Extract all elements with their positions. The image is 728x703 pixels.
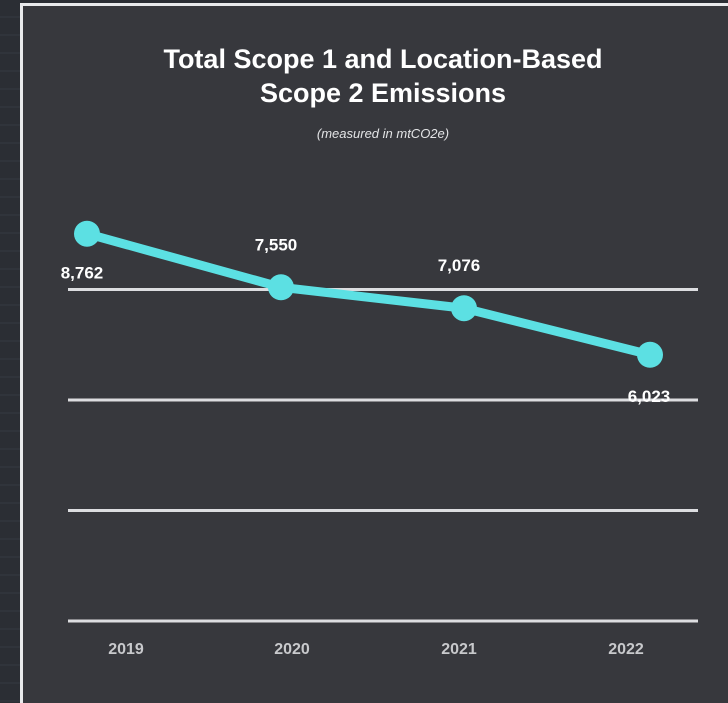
x-tick-2021: 2021 bbox=[441, 641, 477, 658]
data-label-2021: 7,076 bbox=[438, 256, 481, 275]
left-edge-texture bbox=[0, 0, 20, 703]
data-label-2020: 7,550 bbox=[255, 235, 298, 254]
data-point-2021 bbox=[451, 295, 477, 322]
x-tick-2020: 2020 bbox=[274, 641, 310, 658]
x-tick-layer: 2019 2020 2021 2022 bbox=[108, 641, 644, 658]
data-point-2019 bbox=[74, 220, 100, 247]
chart-title-line-1: Total Scope 1 and Location-Based bbox=[163, 44, 602, 74]
data-point-2020 bbox=[268, 274, 294, 301]
data-point-2022 bbox=[637, 341, 663, 368]
data-label-2022: 6,023 bbox=[628, 387, 671, 406]
x-tick-2022: 2022 bbox=[608, 641, 644, 658]
series-point-layer bbox=[74, 220, 663, 368]
data-label-layer: 8,762 7,550 7,076 6,023 bbox=[61, 235, 671, 405]
series-line-layer bbox=[82, 229, 655, 360]
chart-panel: Total Scope 1 and Location-Based Scope 2… bbox=[20, 3, 728, 703]
chart-subtitle: (measured in mtCO2e) bbox=[317, 126, 449, 141]
chart-title-line-2: Scope 2 Emissions bbox=[260, 78, 506, 108]
x-tick-2019: 2019 bbox=[108, 641, 144, 658]
series-line bbox=[82, 229, 655, 360]
emissions-line-chart: Total Scope 1 and Location-Based Scope 2… bbox=[61, 44, 698, 658]
data-label-2019: 8,762 bbox=[61, 264, 104, 283]
gridlines bbox=[68, 288, 698, 623]
